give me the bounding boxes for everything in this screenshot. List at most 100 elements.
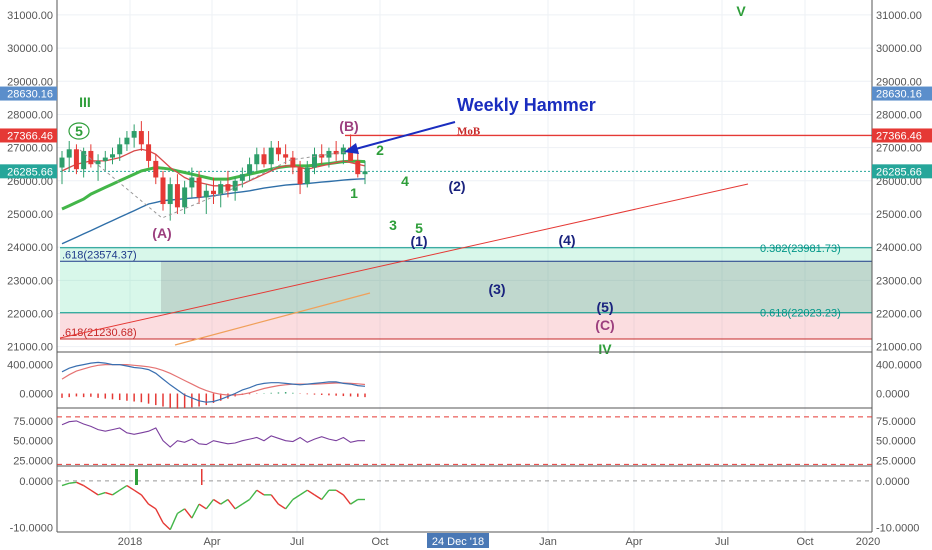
candlesticks: [59, 121, 368, 221]
candle-body: [160, 177, 166, 205]
right-price-tick: 26000.00: [876, 176, 922, 188]
macd-left-tick: 400.0000: [7, 360, 53, 372]
mob-label: MoB: [457, 125, 481, 137]
candle-body: [146, 144, 152, 161]
momentum-segment: [220, 498, 229, 505]
left-price-tick: 26000.00: [7, 176, 53, 188]
candle-body: [275, 147, 281, 155]
candle-body: [117, 144, 123, 155]
left-price-tick: 25000.00: [7, 209, 53, 221]
momentum-left-tick: 0.0000: [19, 476, 53, 488]
candle-body: [110, 154, 115, 158]
weekly-hammer-label: Weekly Hammer: [457, 95, 596, 115]
fib-level-label: .618(21230.68): [62, 327, 137, 339]
grid: [57, 0, 872, 532]
weekly-hammer-annotation: Weekly Hammer: [344, 95, 596, 154]
momentum-segment: [112, 489, 121, 496]
candle-body: [66, 149, 72, 158]
candle-body: [355, 160, 361, 175]
fib-level-label: .618(23574.37): [62, 249, 137, 261]
wave-label: 1: [350, 185, 358, 201]
candle-body: [138, 131, 144, 145]
wave-label: III: [79, 94, 91, 110]
momentum-segment: [148, 503, 157, 510]
rsi-right-tick: 50.0000: [876, 436, 916, 448]
fibonacci-levels: 0.382(23981.73) .618(23574.37) 0.618(22023…: [60, 125, 872, 340]
momentum-segment: [314, 494, 323, 501]
right-price-tick: 25000.00: [876, 209, 922, 221]
momentum-segment: [169, 513, 179, 530]
left-price-tick: 21000.00: [7, 342, 53, 354]
candle-body: [182, 187, 188, 208]
time-tick: 2018: [118, 536, 142, 548]
candle-body: [247, 164, 253, 175]
wave-label: (3): [488, 281, 505, 297]
momentum-segment: [133, 489, 142, 496]
momentum-segment: [205, 499, 215, 510]
momentum-segment: [241, 498, 250, 505]
momentum-segment: [105, 491, 113, 496]
candle-body: [174, 184, 180, 208]
fib-red-zone: [60, 312, 872, 340]
abc-dashed-path: [79, 149, 346, 219]
right-price-tick: 27000.00: [876, 143, 922, 155]
right-price-label-bg: [872, 128, 932, 143]
wave-label: (5): [596, 299, 613, 315]
right-price-label-bg: [872, 86, 932, 101]
momentum-segment: [299, 489, 308, 496]
candle-body: [319, 154, 325, 158]
momentum-segment: [234, 503, 243, 510]
momentum-segment: [292, 494, 301, 501]
candle-body: [326, 150, 332, 158]
right-price-label: 28630.16: [876, 89, 922, 101]
left-price-label: 27366.46: [7, 130, 53, 142]
momentum-segment: [184, 508, 193, 519]
left-price-label-bg: [0, 86, 57, 101]
right-price-tick: 29000.00: [876, 76, 922, 88]
momentum-segment: [177, 508, 186, 515]
candle-body: [203, 190, 209, 198]
left-price-label: 28630.16: [7, 89, 53, 101]
wave-label: 5: [415, 220, 423, 236]
wave-label: V: [736, 3, 746, 19]
fib-grey-zone: [161, 261, 872, 313]
crosshair-date-bg: [427, 533, 489, 548]
momentum-segment: [61, 482, 70, 487]
momentum-segment: [335, 489, 344, 496]
momentum-spike-red: [201, 469, 203, 485]
time-tick: 2020: [856, 536, 880, 548]
candle-body: [239, 174, 245, 181]
momentum-segment: [350, 498, 359, 505]
momentum-segment: [270, 494, 279, 505]
indicator-panes: 400.0000 400.0000 0.0000 0.0000 75.0000 75.00…: [7, 351, 922, 534]
fib-level-label: 0.382(23981.73): [760, 243, 841, 255]
candle-body: [340, 147, 346, 155]
time-tick: Jul: [715, 536, 729, 548]
time-tick: Jan: [539, 536, 557, 548]
right-price-label: 27366.46: [876, 130, 922, 142]
left-price-tick: 23000.00: [7, 275, 53, 287]
momentum-segment: [249, 489, 258, 500]
time-tick: Jul: [290, 536, 304, 548]
candle-body: [348, 147, 354, 161]
left-price-tick: 22000.00: [7, 309, 53, 321]
candle-body: [261, 154, 267, 165]
rsi-right-tick: 75.0000: [876, 416, 916, 428]
candle-body: [268, 147, 274, 165]
rsi-left-tick: 25.0000: [13, 455, 53, 467]
candle-body: [124, 137, 130, 145]
wave-label: IV: [598, 341, 612, 357]
wave-label: 3: [389, 217, 397, 233]
candle-body: [225, 184, 231, 191]
rsi-line: [61, 420, 365, 448]
candle-body: [312, 154, 317, 168]
momentum-segment: [119, 484, 128, 491]
momentum-segment: [90, 489, 99, 496]
momentum-right-tick: 0.0000: [876, 476, 910, 488]
wave-5-circle: [68, 122, 90, 140]
candle-body: [167, 184, 173, 205]
momentum-segment: [278, 503, 287, 510]
rsi-left-tick: 75.0000: [13, 416, 53, 428]
